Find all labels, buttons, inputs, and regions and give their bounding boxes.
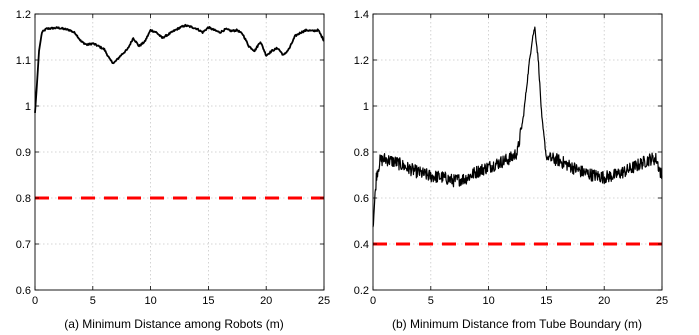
x-tick-label: 20: [598, 295, 610, 307]
y-tick-label: 0.9: [16, 147, 31, 159]
y-tick-label: 0.4: [354, 239, 369, 251]
y-tick-label: 0.2: [354, 285, 369, 297]
x-tick-label: 15: [202, 295, 214, 307]
y-tick-label: 1: [363, 101, 369, 113]
x-tick-label: 10: [482, 295, 494, 307]
x-tick-label: 25: [318, 295, 330, 307]
chart-panel-a: 0 5 10 15 20 25 0.6 0.7 0.8 0.9 1 1.1 1.2 (a) Minimum…: [16, 9, 330, 331]
data-line: [372, 26, 663, 228]
y-tick-label: 0.7: [16, 239, 31, 251]
x-tick-label: 0: [32, 295, 38, 307]
y-tick-label: 0.8: [16, 193, 31, 205]
panel-caption: (a) Minimum Distance among Robots (m): [64, 317, 283, 331]
x-tick-label: 15: [540, 295, 552, 307]
y-tick-label: 1.1: [16, 55, 31, 67]
x-tick-label: 0: [370, 295, 376, 307]
x-tick-label: 5: [90, 295, 96, 307]
x-tick-label: 25: [656, 295, 668, 307]
data-line: [34, 23, 325, 113]
panel-caption: (b) Minimum Distance from Tube Boundary …: [392, 317, 642, 331]
y-tick-label: 0.6: [354, 193, 369, 205]
x-tick-label: 5: [428, 295, 434, 307]
y-tick-label: 0.8: [354, 147, 369, 159]
x-tick-label: 20: [260, 295, 272, 307]
y-tick-label: 1.4: [354, 9, 369, 21]
x-tick-label: 10: [144, 295, 156, 307]
y-tick-label: 1.2: [354, 55, 369, 67]
y-tick-label: 1.2: [16, 9, 31, 21]
chart-panel-b: 0 5 10 15 20 25 0.2 0.4 0.6 0.8 1 1.2 1.4 (b) Minimum…: [354, 9, 668, 331]
y-tick-label: 0.6: [16, 285, 31, 297]
y-tick-label: 1: [25, 101, 31, 113]
